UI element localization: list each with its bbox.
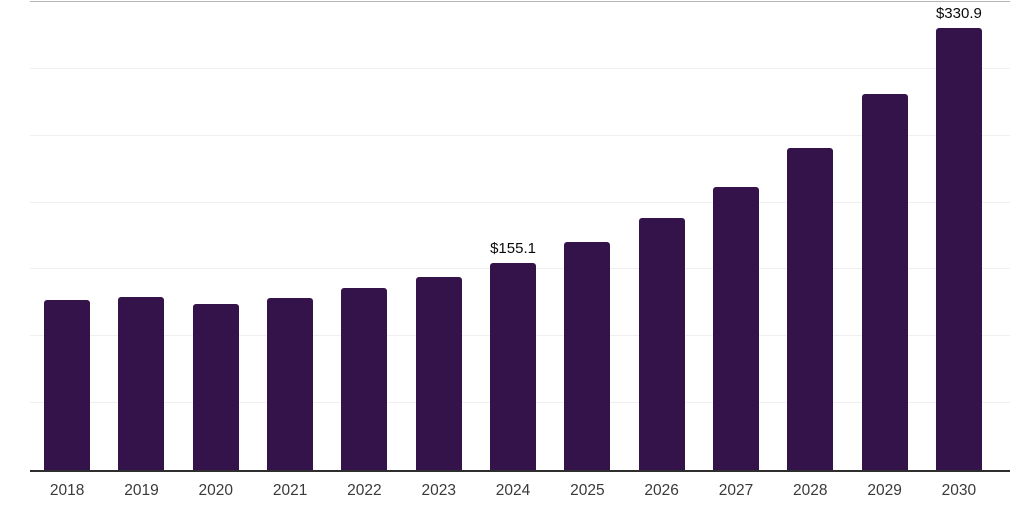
x-tick-label-2028: 2028 bbox=[793, 482, 828, 499]
bar-2028 bbox=[787, 148, 834, 470]
bar-slot-2024: $155.1 bbox=[476, 2, 550, 470]
x-tick-label-2029: 2029 bbox=[867, 482, 902, 499]
x-tick-label-2026: 2026 bbox=[644, 482, 679, 499]
bar-slot-2026 bbox=[625, 2, 699, 470]
bar-slot-2019 bbox=[104, 2, 178, 470]
data-label-2024: $155.1 bbox=[490, 239, 536, 257]
gridline-350 bbox=[30, 1, 1010, 2]
bars-container: $155.1 $330.9 bbox=[30, 2, 996, 470]
bar-2026 bbox=[638, 217, 685, 470]
bar-slot-2020 bbox=[179, 2, 253, 470]
bar-2029 bbox=[861, 93, 908, 470]
bar-slot-2027 bbox=[699, 2, 773, 470]
bar-2023 bbox=[415, 276, 462, 470]
x-tick-label-2018: 2018 bbox=[49, 482, 85, 499]
x-tick-label-2023: 2023 bbox=[421, 482, 456, 499]
bar-slot-2022 bbox=[327, 2, 401, 470]
bar-slot-2029 bbox=[847, 2, 921, 470]
bar-slot-2023 bbox=[402, 2, 476, 470]
gridline-250 bbox=[30, 134, 1010, 136]
bar-2027 bbox=[712, 186, 759, 470]
bar-2022 bbox=[341, 288, 388, 470]
x-tick-label-2025: 2025 bbox=[570, 482, 605, 499]
x-tick-label-2021: 2021 bbox=[272, 482, 308, 499]
bar-slot-2028 bbox=[773, 2, 847, 470]
bar-slot-2030: $330.9 bbox=[922, 2, 996, 470]
bar-slot-2018 bbox=[30, 2, 104, 470]
bar-2021 bbox=[267, 297, 314, 470]
x-axis-labels: 2018 2019 2020 2021 2022 2023 2024 2025 2026 2027… bbox=[30, 482, 996, 500]
bar-2020 bbox=[192, 303, 239, 470]
gridline-200 bbox=[30, 201, 1010, 203]
x-tick-label-2022: 2022 bbox=[347, 482, 382, 499]
plot-area: $155.1 $330.9 bbox=[30, 1, 1010, 472]
bar-2030 bbox=[935, 27, 982, 470]
bar-2019 bbox=[118, 296, 165, 470]
data-label-2030: $330.9 bbox=[935, 4, 982, 22]
x-tick-label-2027: 2027 bbox=[718, 482, 754, 499]
gridline-300 bbox=[30, 67, 1010, 69]
bar-slot-2025 bbox=[550, 2, 624, 470]
bar-2024 bbox=[490, 262, 537, 470]
x-tick-label-2024: 2024 bbox=[495, 482, 531, 499]
bar-slot-2021 bbox=[253, 2, 327, 470]
x-tick-label-2019: 2019 bbox=[124, 482, 159, 499]
x-tick-label-2030: 2030 bbox=[941, 482, 977, 499]
bar-2018 bbox=[44, 300, 91, 470]
bar-2025 bbox=[564, 242, 611, 470]
x-tick-label-2020: 2020 bbox=[198, 482, 234, 499]
x-axis-line bbox=[30, 470, 1010, 472]
